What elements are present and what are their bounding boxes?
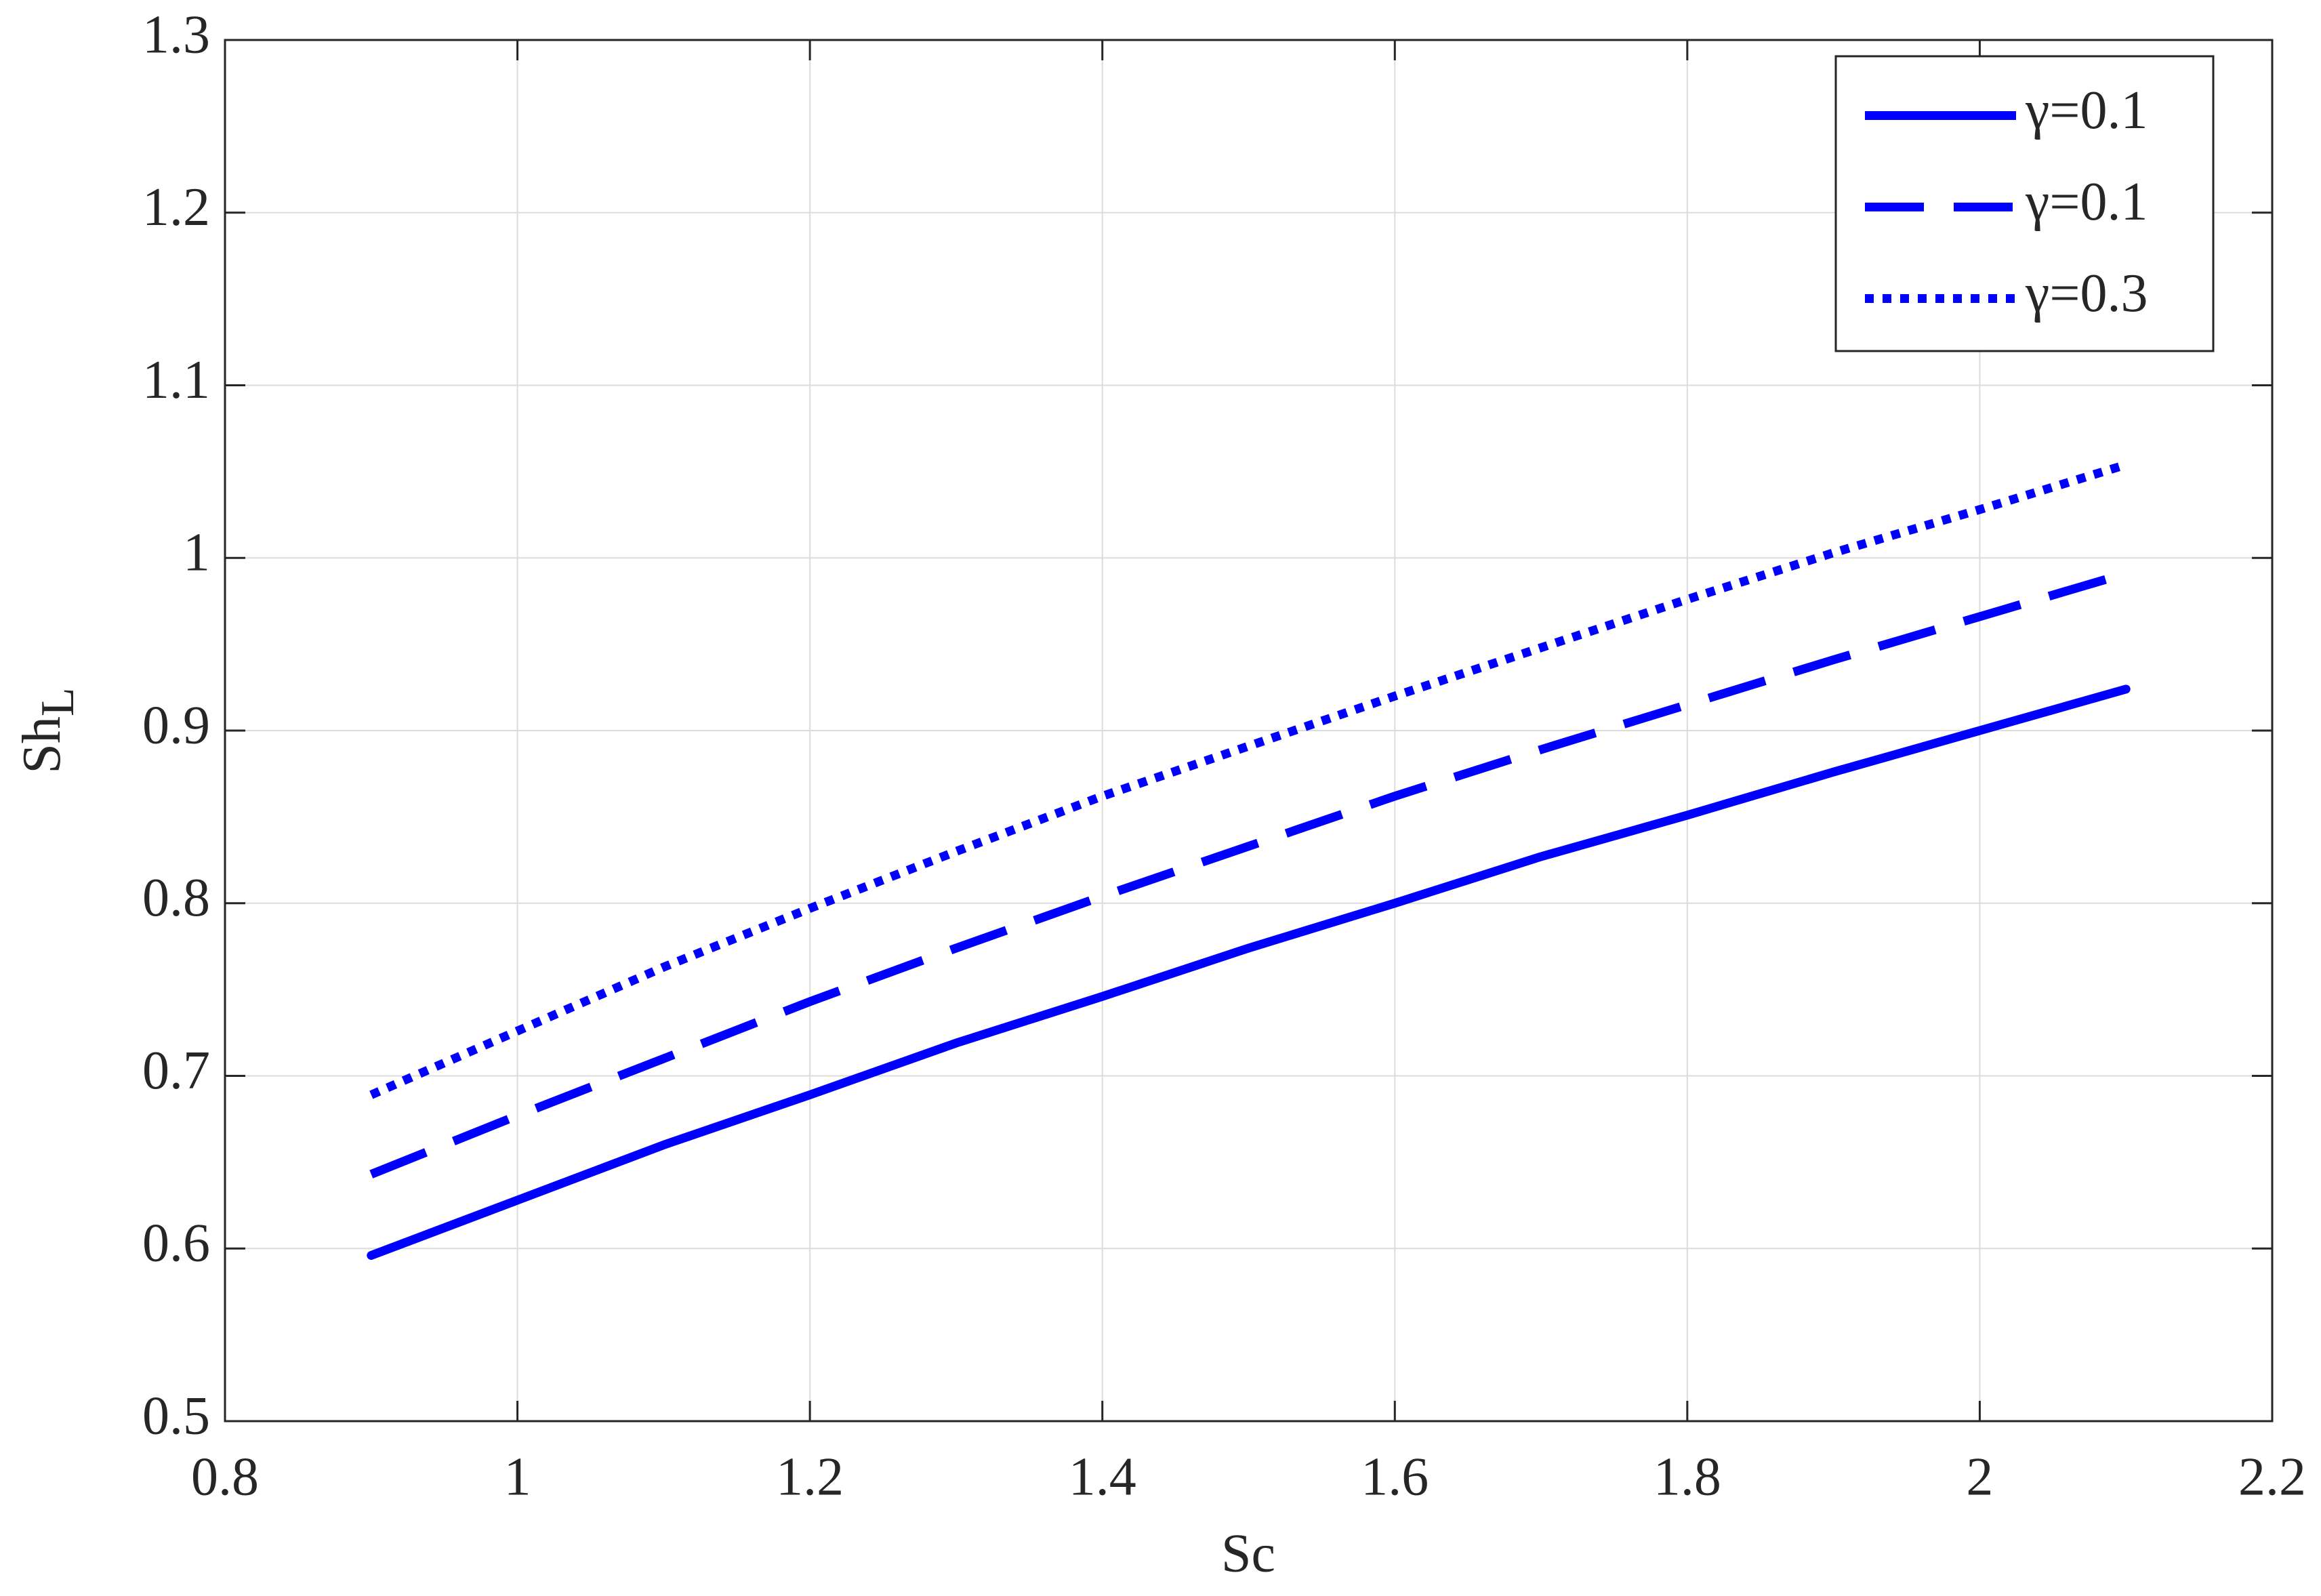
y-tick-label: 1.1	[142, 350, 210, 410]
y-tick-label: 0.5	[142, 1386, 210, 1446]
x-tick-label: 1	[504, 1447, 531, 1507]
legend-label: γ=0.1	[2025, 81, 2148, 140]
x-tick-label: 2.2	[2238, 1447, 2306, 1507]
y-tick-label: 1	[183, 523, 210, 583]
y-axis-label: ShL	[12, 687, 84, 773]
y-label-main: Sh	[12, 716, 72, 774]
plot-area	[367, 460, 2131, 1260]
x-tick-label: 1.6	[1361, 1447, 1429, 1507]
legend-label: γ=0.1	[2025, 172, 2148, 232]
x-tick-label: 1.8	[1654, 1447, 1721, 1507]
y-tick-label: 0.9	[142, 695, 210, 755]
legend: γ=0.1 γ=0.1 γ=0.3	[1834, 55, 2215, 352]
x-axis-label: Sc	[1221, 1523, 1275, 1583]
series-line	[369, 569, 2128, 1179]
ticks: 0.8 1 1.2 1.4 1.6 1.8 2 2.2 0.5 0.6 0.7 0.8 0.9 1 1.1 1…	[142, 5, 2306, 1507]
series-line	[369, 460, 2128, 1099]
x-tick-label: 0.8	[191, 1447, 259, 1507]
x-tick-label: 1.2	[776, 1447, 844, 1507]
y-label-subscript: L	[32, 687, 84, 716]
x-tick-label: 2	[1966, 1447, 1993, 1507]
y-tick-label: 1.3	[142, 5, 210, 64]
y-tick-label: 0.8	[142, 868, 210, 928]
series-line	[367, 684, 2131, 1260]
legend-label: γ=0.3	[2025, 264, 2148, 323]
y-tick-label: 1.2	[142, 178, 210, 237]
y-tick-label: 0.6	[142, 1214, 210, 1273]
x-tick-label: 1.4	[1069, 1447, 1136, 1507]
y-tick-label: 0.7	[142, 1041, 210, 1101]
